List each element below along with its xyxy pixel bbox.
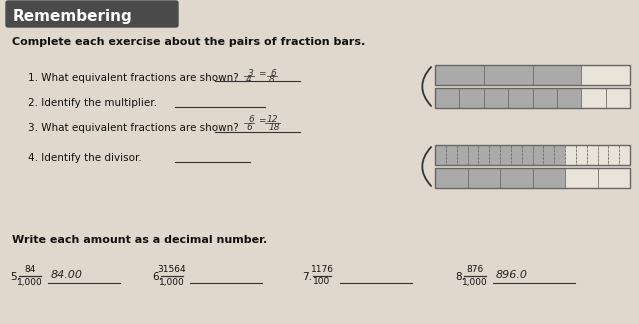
Text: 31564: 31564	[158, 265, 187, 274]
Bar	[521, 145, 532, 165]
Bar	[500, 168, 532, 188]
Bar	[435, 145, 446, 165]
Text: 6: 6	[248, 115, 254, 124]
Text: =: =	[258, 70, 265, 78]
Text: 1,000: 1,000	[17, 277, 43, 286]
Bar	[484, 65, 532, 85]
Text: 1,000: 1,000	[462, 277, 488, 286]
Bar	[532, 145, 543, 165]
Bar	[435, 65, 484, 85]
Text: 3: 3	[248, 68, 254, 77]
Bar	[565, 168, 597, 188]
Text: 7.: 7.	[302, 272, 312, 282]
Bar	[435, 65, 630, 85]
Text: 5.: 5.	[10, 272, 20, 282]
Bar	[435, 88, 459, 108]
Bar	[554, 145, 565, 165]
Text: 84: 84	[24, 265, 36, 274]
Text: 6: 6	[270, 68, 276, 77]
Bar	[543, 145, 554, 165]
Bar	[435, 145, 630, 165]
Bar	[468, 168, 500, 188]
Text: 6: 6	[246, 123, 252, 133]
Text: 8: 8	[269, 75, 275, 85]
Bar	[532, 65, 581, 85]
Bar	[576, 145, 587, 165]
Text: Write each amount as a decimal number.: Write each amount as a decimal number.	[12, 235, 267, 245]
Bar	[597, 168, 630, 188]
Bar	[435, 168, 468, 188]
Text: 18: 18	[269, 123, 281, 133]
Bar	[597, 145, 608, 165]
Bar	[446, 145, 457, 165]
Text: 1. What equivalent fractions are shown?: 1. What equivalent fractions are shown?	[28, 73, 239, 83]
Text: 8.: 8.	[455, 272, 465, 282]
Bar	[565, 145, 576, 165]
Bar	[587, 145, 597, 165]
Bar	[608, 145, 619, 165]
Bar	[532, 88, 557, 108]
Bar	[479, 145, 489, 165]
Text: 896.0: 896.0	[496, 270, 528, 280]
Bar	[532, 168, 565, 188]
Text: 4. Identify the divisor.: 4. Identify the divisor.	[28, 153, 142, 163]
FancyBboxPatch shape	[6, 1, 178, 27]
Bar	[435, 88, 630, 108]
Text: 12: 12	[267, 115, 279, 124]
Text: Complete each exercise about the pairs of fraction bars.: Complete each exercise about the pairs o…	[12, 37, 366, 47]
Text: 84.00: 84.00	[51, 270, 83, 280]
Bar	[606, 88, 630, 108]
Bar	[435, 168, 630, 188]
Bar	[489, 145, 500, 165]
Bar	[557, 88, 581, 108]
Bar	[459, 88, 484, 108]
Text: Remembering: Remembering	[13, 8, 133, 24]
Text: 1176: 1176	[311, 265, 334, 274]
Bar	[581, 88, 606, 108]
Text: 2. Identify the multiplier.: 2. Identify the multiplier.	[28, 98, 157, 108]
Text: 4: 4	[246, 75, 252, 85]
Bar	[500, 145, 511, 165]
Bar	[508, 88, 532, 108]
Bar	[468, 145, 479, 165]
Text: 100: 100	[313, 277, 330, 286]
Bar	[581, 65, 630, 85]
Text: =: =	[258, 117, 265, 125]
Text: 876: 876	[466, 265, 484, 274]
Text: 6.: 6.	[152, 272, 162, 282]
Text: 1,000: 1,000	[159, 277, 185, 286]
Bar	[484, 88, 508, 108]
Text: 3. What equivalent fractions are shown?: 3. What equivalent fractions are shown?	[28, 123, 239, 133]
Bar	[511, 145, 521, 165]
Bar	[457, 145, 468, 165]
Bar	[619, 145, 630, 165]
